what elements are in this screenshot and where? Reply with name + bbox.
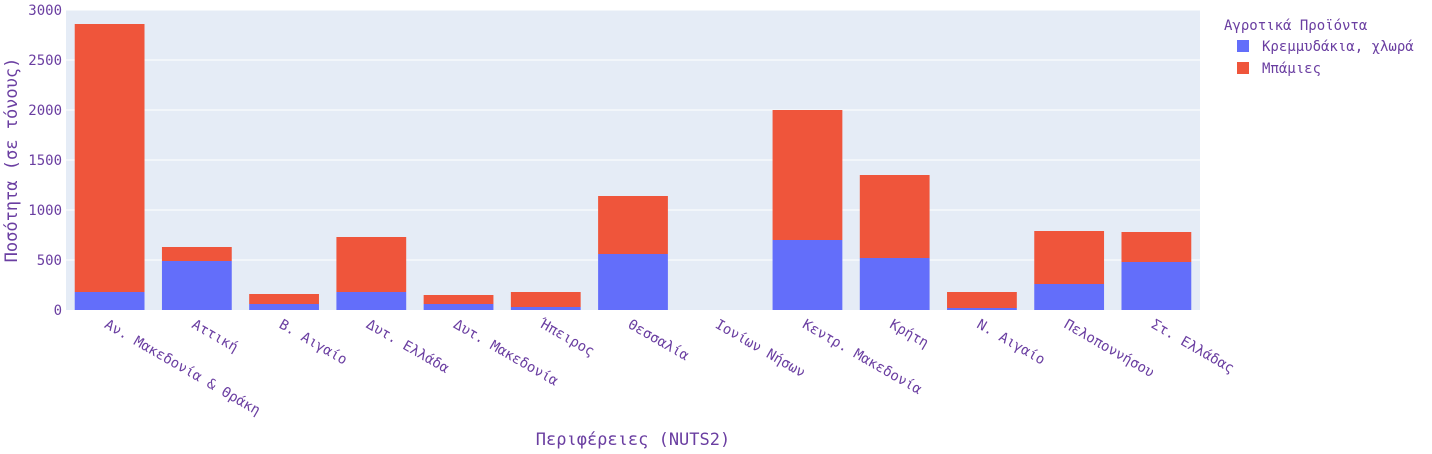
legend-label: Μπάμιες <box>1262 61 1321 77</box>
legend-swatch <box>1237 40 1249 52</box>
legend: Αγροτικά Προϊόντα Κρεμμυδάκια, χλωρά Μπάμ… <box>1224 18 1414 77</box>
bar-okra <box>423 295 494 304</box>
bar-okra <box>1121 232 1192 262</box>
bar-onions <box>161 261 232 310</box>
bar-onions <box>249 304 319 310</box>
bar-onions <box>772 240 843 310</box>
bar-okra <box>249 294 319 304</box>
bar-okra <box>510 292 581 307</box>
x-axis-title: Περιφέρειες (NUTS2) <box>536 430 730 450</box>
bar-onions <box>336 292 407 310</box>
bar-okra <box>947 292 1017 308</box>
bar-onions <box>947 308 1017 310</box>
x-tick-label: Ιονίων Νήσων <box>712 317 808 381</box>
bars <box>74 24 1192 310</box>
y-tick-label: 1500 <box>28 153 62 169</box>
x-tick-label: Στ. Ελλάδας <box>1148 317 1236 377</box>
y-tick-label: 2000 <box>28 103 62 119</box>
bar-okra <box>161 247 232 261</box>
x-tick-label: Αττική <box>189 317 241 356</box>
bar-okra <box>772 110 843 240</box>
y-tick-label: 2500 <box>28 53 62 69</box>
x-tick-label: Ν. Αιγαίο <box>974 317 1048 369</box>
bar-onions <box>510 307 581 310</box>
y-tick-label: 500 <box>37 253 62 269</box>
y-tick-labels: 0 500 1000 1500 2000 2500 3000 <box>28 3 62 319</box>
x-tick-label: Δυτ. Ελλάδα <box>363 317 452 377</box>
legend-items: Κρεμμυδάκια, χλωρά Μπάμιες <box>1237 39 1414 77</box>
bar-onions <box>423 304 494 310</box>
bar-okra <box>598 196 668 254</box>
legend-swatch <box>1237 62 1249 74</box>
y-tick-label: 0 <box>54 303 62 319</box>
bar-onions <box>1034 284 1105 310</box>
x-tick-label: Κρήτη <box>887 317 932 352</box>
x-tick-label: Ήπειρος <box>536 316 597 360</box>
bar-okra <box>859 175 930 258</box>
x-tick-label: Θεσσαλία <box>625 317 692 365</box>
legend-label: Κρεμμυδάκια, χλωρά <box>1262 39 1414 55</box>
y-axis-title: Ποσότητα (σε τόνους) <box>2 58 22 263</box>
bar-onions <box>598 254 668 310</box>
bar-okra <box>74 24 145 292</box>
x-tick-label: Β. Αιγαίο <box>276 317 350 369</box>
y-tick-label: 3000 <box>28 3 62 19</box>
bar-onions <box>1121 262 1192 310</box>
x-tick-label: Πελοποννήσου <box>1061 317 1157 381</box>
bar-onions <box>859 258 930 310</box>
y-tick-label: 1000 <box>28 203 62 219</box>
bar-okra <box>1034 231 1105 284</box>
legend-title: Αγροτικά Προϊόντα <box>1224 18 1368 34</box>
bar-okra <box>336 237 407 292</box>
bar-onions <box>74 292 145 310</box>
x-tick-label: Αν. Μακεδονία & Θράκη <box>102 317 263 419</box>
